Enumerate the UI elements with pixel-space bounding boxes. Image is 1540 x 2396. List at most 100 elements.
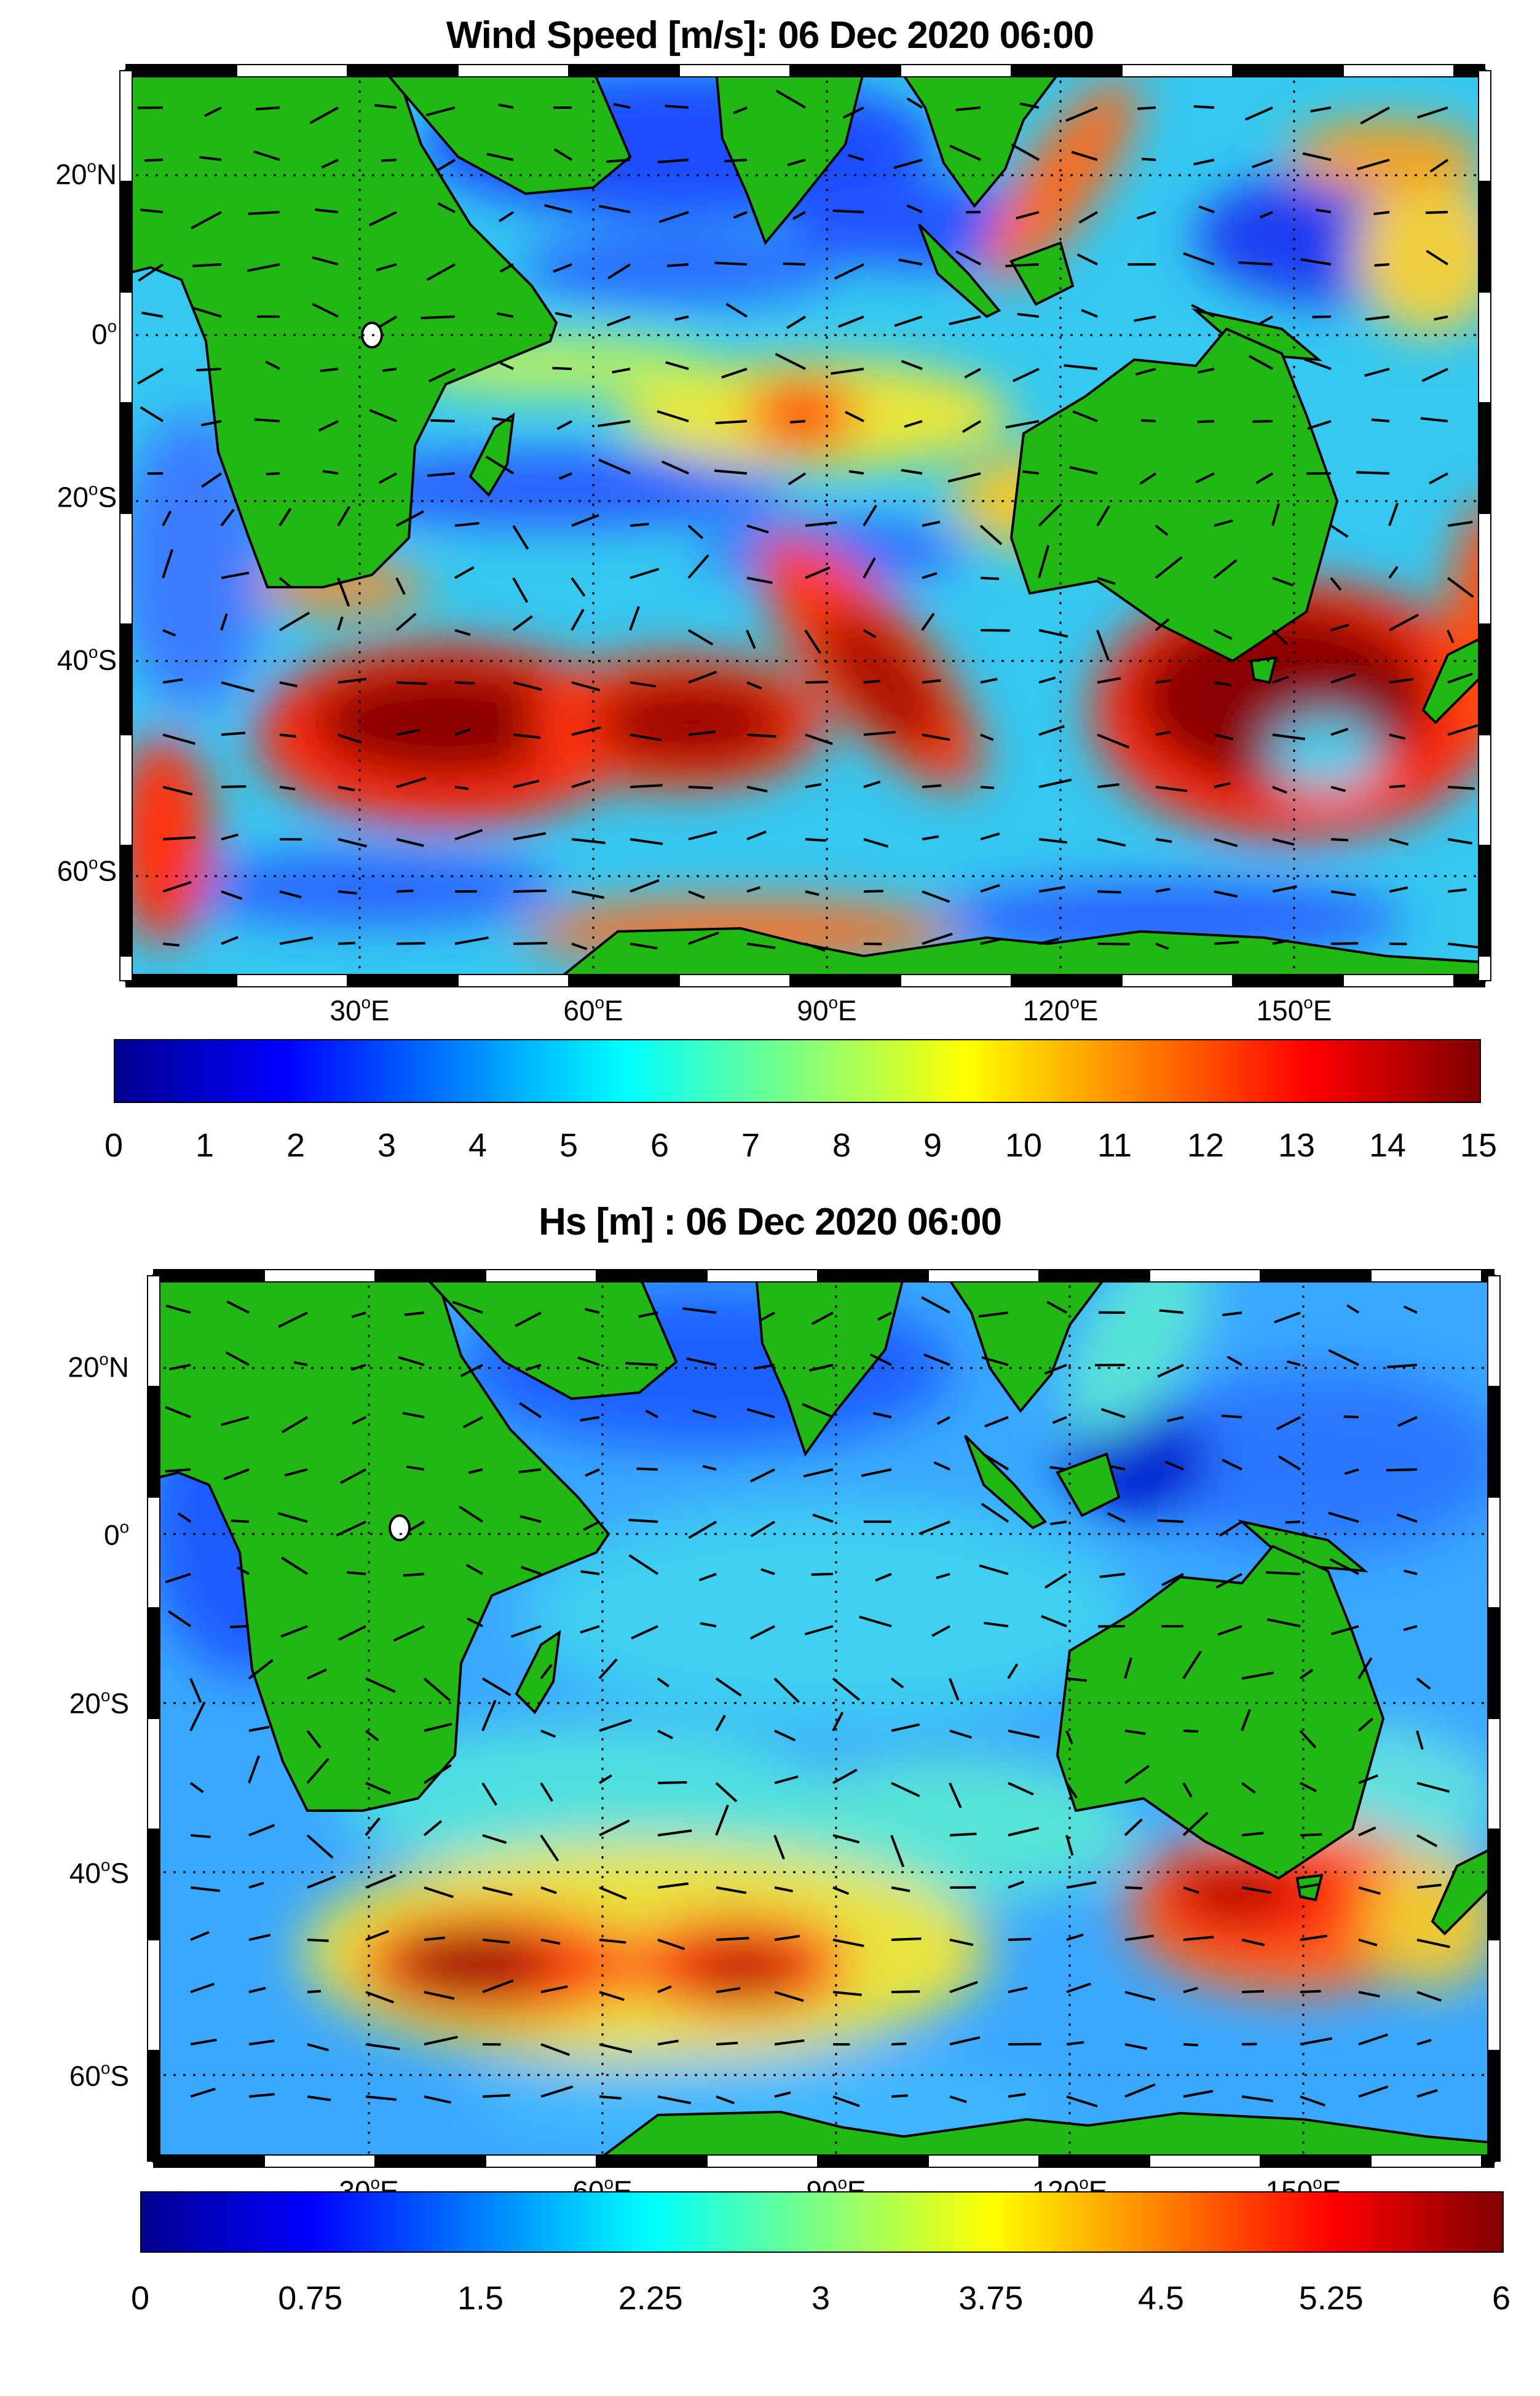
vector-arrow [284,1468,308,1477]
vector-arrow [949,2095,967,2103]
colorbar-tick-label: 12 [1187,1127,1225,1164]
vector-arrow [788,472,807,486]
vector-arrow [231,1519,250,1523]
vector-arrow [1041,1615,1067,1627]
vector-arrow [540,1886,557,1894]
vector-arrow [1346,1304,1360,1314]
vector-arrow [863,557,876,579]
vector-arrow [167,1610,192,1627]
vector-arrow [351,1311,366,1318]
vector-arrow [682,1307,717,1314]
vector-arrow [931,1625,950,1637]
vector-arrow [1226,1356,1242,1366]
vector-arrow [1214,781,1231,788]
vector-arrow [279,786,296,791]
vector-arrow [760,1568,775,1575]
vector-arrow [686,1357,717,1366]
vector-arrow [861,1468,892,1477]
vector-arrow [141,311,164,318]
vector-arrow [1389,678,1414,684]
vector-arrow [339,1468,366,1484]
vector-arrow [376,263,397,272]
vector-arrow [454,629,471,636]
vector-arrow [482,1886,513,1896]
vector-arrow [962,420,982,433]
vector-arrow [863,504,878,527]
vector-arrow [1124,2083,1156,2098]
vector-arrow [869,1353,892,1366]
vector-arrow [628,1519,658,1523]
vector-arrow [1124,2043,1148,2050]
vector-arrow [1371,418,1390,422]
vector-arrow [1217,1625,1242,1636]
vector-arrow [1096,630,1110,661]
vector-arrow [832,2095,860,2108]
vector-arrow [1416,1939,1450,1948]
vector-arrow [512,615,533,631]
vector-arrow [225,1351,250,1366]
vector-arrow [192,306,222,318]
vector-arrow [190,1834,211,1838]
vector-arrow [220,508,235,527]
vector-arrow [1066,1982,1091,1993]
vector-arrow [1124,1818,1143,1837]
vector-arrow [805,943,826,952]
vector-arrow [1155,730,1171,736]
vector-arrow [721,368,748,379]
vector-arrow [1272,675,1289,684]
vector-arrow [629,606,640,631]
vector-arrow [606,159,631,163]
vector-arrow [1097,577,1116,585]
vector-arrow [1272,939,1289,945]
vector-arrow [749,1468,775,1483]
vector-arrow [403,1573,425,1577]
vector-arrow [454,521,480,527]
vector-arrow [491,417,514,422]
vector-arrow [189,1782,204,1793]
vector-arrow [949,144,981,161]
vector-arrow [774,1991,804,2003]
vector-arrow [1007,1663,1019,1680]
tasmania-landmass [1249,656,1277,684]
vector-arrow [1214,838,1238,847]
colorbar-tick-label: 13 [1277,1127,1316,1164]
borneo-landmass [1009,241,1075,306]
vector-arrow [922,835,939,840]
vector-arrow [1161,1573,1184,1586]
vector-arrow [802,1402,834,1418]
vector-arrow [630,943,658,950]
vector-arrow [540,1730,556,1738]
vector-arrow [1008,2093,1026,2098]
wave-height-colorbar [140,2191,1504,2253]
vector-arrow [746,577,773,584]
vector-arrow [922,520,941,527]
vector-arrow [1155,524,1169,536]
vector-arrow [891,1990,920,1993]
vector-arrow [984,1453,1009,1471]
madagascar-landmass [468,412,515,497]
vector-arrow [901,360,923,370]
vector-arrow [746,943,776,949]
vector-arrow [221,681,255,693]
vector-arrow [1447,838,1473,845]
vector-arrow [406,1465,425,1471]
vector-arrow [365,2043,400,2050]
vector-arrow [984,1621,1009,1627]
vector-arrow [834,263,864,280]
vector-arrow [585,1468,600,1477]
vector-arrow [435,159,456,173]
vector-arrow [365,1782,391,1795]
vector-arrow [318,420,339,432]
vector-arrow [220,613,228,631]
vector-arrow [688,831,717,840]
vector-arrow [1358,1826,1376,1837]
vector-arrow [1420,417,1448,422]
vector-arrow [1124,1657,1133,1679]
vector-arrow [201,472,223,488]
vector-arrow [1416,1991,1442,2002]
vector-arrow [1358,1939,1378,1947]
vector-arrow [645,1409,658,1418]
vector-arrow [1182,1782,1193,1798]
vector-arrow [1197,368,1215,374]
vector-arrow [1416,1883,1442,1889]
